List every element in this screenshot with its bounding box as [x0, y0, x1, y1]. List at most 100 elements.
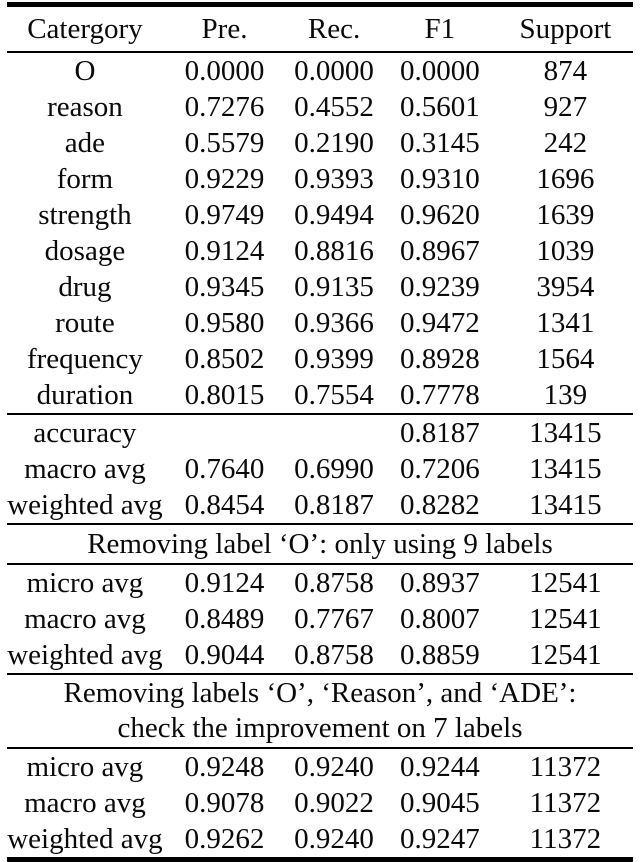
category-cell: dosage — [44, 234, 126, 267]
value-cell: 12541 — [529, 638, 602, 671]
table-row-macro-avg: macro avg 0.9078 0.9022 0.9045 11372 — [7, 785, 633, 821]
table-body: O 0.0000 0.0000 0.0000 874 reason 0.7276 0.4552… — [7, 52, 633, 860]
value-cell: 0.9244 — [381, 747, 498, 785]
table-row-micro-avg: micro avg 0.9124 0.8758 0.8937 12541 — [7, 563, 633, 601]
value-cell: 11372 — [529, 786, 602, 819]
category-cell: form — [56, 162, 114, 195]
category-cell: reason — [47, 90, 123, 123]
value-cell: 0.5601 — [399, 90, 480, 123]
value-cell: 0.8454 — [184, 488, 265, 521]
table-row-accuracy: accuracy 0.8187 13415 — [7, 413, 633, 451]
value-cell: 0.8187 — [381, 413, 498, 451]
value-cell: 0.9310 — [399, 162, 480, 195]
value-cell: 0.8937 — [381, 563, 498, 601]
section-title-line: check the improvement on 7 labels — [117, 712, 523, 744]
value-cell: 0.8187 — [294, 488, 374, 521]
category-cell: strength — [38, 198, 132, 231]
category-cell: weighted avg — [7, 488, 163, 521]
value-cell: 0.8502 — [184, 342, 265, 375]
table-row-route: route 0.9580 0.9366 0.9472 1341 — [7, 305, 633, 341]
value-cell: 1341 — [536, 306, 595, 339]
value-cell: 0.9472 — [399, 306, 480, 339]
value-cell: 1039 — [536, 234, 595, 267]
category-cell: macro avg — [24, 452, 146, 485]
col-header-precision: Pre. — [162, 4, 287, 53]
category-cell: macro avg — [24, 786, 146, 819]
section-title-line: Removing label ‘O’: only using 9 labels — [87, 527, 553, 560]
value-cell: 242 — [543, 126, 588, 159]
table-row-O: O 0.0000 0.0000 0.0000 874 — [7, 52, 633, 89]
value-cell: 0.9240 — [286, 747, 382, 785]
value-cell — [286, 413, 382, 451]
category-cell: O — [74, 54, 96, 87]
value-cell: 12541 — [529, 602, 602, 635]
table-row-duration: duration 0.8015 0.7554 0.7778 139 — [7, 377, 633, 414]
value-cell: 0.8859 — [399, 638, 480, 671]
value-cell: 0.4552 — [294, 90, 374, 123]
table-row-weighted-avg: weighted avg 0.9262 0.9240 0.9247 11372 — [7, 821, 633, 860]
value-cell: 0.9045 — [399, 786, 480, 819]
table-row-drug: drug 0.9345 0.9135 0.9239 3954 — [7, 269, 633, 305]
col-header-support: Support — [497, 4, 633, 53]
value-cell: 13415 — [529, 452, 602, 485]
value-cell: 1564 — [536, 342, 595, 375]
value-cell: 0.7778 — [399, 378, 480, 411]
value-cell: 0.9239 — [399, 270, 480, 303]
col-header-category: Catergory — [7, 4, 163, 53]
value-cell: 927 — [543, 90, 588, 123]
value-cell: 0.9229 — [184, 162, 265, 195]
section-title: Removing label ‘O’: only using 9 labels — [7, 523, 633, 564]
value-cell: 0.3145 — [399, 126, 480, 159]
category-cell: weighted avg — [7, 822, 163, 855]
value-cell: 0.8967 — [399, 234, 480, 267]
col-header-f1: F1 — [381, 4, 498, 53]
table-row-micro-avg: micro avg 0.9248 0.9240 0.9244 11372 — [7, 747, 633, 785]
value-cell: 0.9262 — [184, 822, 265, 855]
category-cell: drug — [58, 270, 112, 303]
section-title: Removing labels ‘O’, ‘Reason’, and ‘ADE’… — [7, 673, 633, 748]
value-cell: 0.9366 — [294, 306, 374, 339]
category-cell: route — [55, 306, 115, 339]
value-cell: 12541 — [497, 563, 633, 601]
value-cell: 11372 — [529, 822, 602, 855]
value-cell: 0.8489 — [184, 602, 265, 635]
table-row-reason: reason 0.7276 0.4552 0.5601 927 — [7, 89, 633, 125]
value-cell: 3954 — [536, 270, 595, 303]
value-cell: 0.9749 — [184, 198, 265, 231]
table-row-macro-avg: macro avg 0.7640 0.6990 0.7206 13415 — [7, 451, 633, 487]
section-title-line: Removing labels ‘O’, ‘Reason’, and ‘ADE’… — [63, 677, 577, 709]
category-cell: weighted avg — [7, 638, 163, 671]
value-cell: 0.9124 — [162, 563, 287, 601]
value-cell: 0.9345 — [184, 270, 265, 303]
category-cell: micro avg — [7, 563, 163, 601]
value-cell: 0.9620 — [399, 198, 480, 231]
value-cell: 0.9393 — [294, 162, 374, 195]
table-row-weighted-avg: weighted avg 0.8454 0.8187 0.8282 13415 — [7, 487, 633, 524]
value-cell: 0.9135 — [294, 270, 374, 303]
category-cell: micro avg — [7, 747, 163, 785]
section-title-row: Removing label ‘O’: only using 9 labels — [7, 523, 633, 564]
value-cell: 0.8282 — [399, 488, 480, 521]
value-cell: 0.9240 — [294, 822, 374, 855]
value-cell: 0.9248 — [162, 747, 287, 785]
value-cell: 0.0000 — [399, 54, 480, 87]
section-title-row: Removing labels ‘O’, ‘Reason’, and ‘ADE’… — [7, 673, 633, 748]
value-cell: 1639 — [536, 198, 595, 231]
metrics-table: Catergory Pre. Rec. F1 Support O 0.0000 0.… — [7, 2, 633, 862]
value-cell: 13415 — [529, 488, 602, 521]
table-row-strength: strength 0.9749 0.9494 0.9620 1639 — [7, 197, 633, 233]
col-header-recall: Rec. — [286, 4, 382, 53]
value-cell: 0.9078 — [184, 786, 265, 819]
value-cell: 0.0000 — [294, 54, 374, 87]
value-cell: 0.8007 — [399, 602, 480, 635]
table-row-dosage: dosage 0.9124 0.8816 0.8967 1039 — [7, 233, 633, 269]
value-cell: 0.9044 — [184, 638, 265, 671]
value-cell: 0.7276 — [184, 90, 265, 123]
value-cell — [162, 413, 287, 451]
value-cell: 0.2190 — [294, 126, 374, 159]
value-cell: 0.9580 — [184, 306, 265, 339]
value-cell: 0.9022 — [294, 786, 374, 819]
value-cell: 0.8758 — [294, 638, 374, 671]
table-row-weighted-avg: weighted avg 0.9044 0.8758 0.8859 12541 — [7, 637, 633, 674]
